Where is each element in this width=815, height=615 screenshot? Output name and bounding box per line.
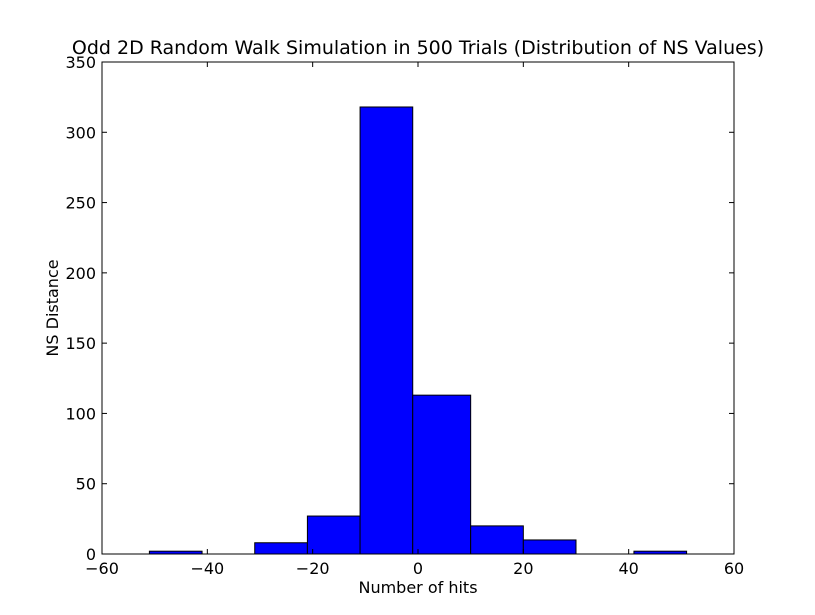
x-tick-label: −20 xyxy=(296,559,330,578)
x-tick-label: 0 xyxy=(413,559,423,578)
bars-layer xyxy=(148,106,688,555)
histogram-bar-4 xyxy=(359,106,414,555)
y-tick-label: 150 xyxy=(65,334,96,353)
y-tick-label: 350 xyxy=(65,53,96,72)
y-tick-label: 0 xyxy=(86,545,96,564)
y-tick-label: 200 xyxy=(65,264,96,283)
histogram-bar-3 xyxy=(306,515,361,555)
x-tick-label: −40 xyxy=(190,559,224,578)
x-tick-label: 60 xyxy=(724,559,744,578)
y-tick-label: 250 xyxy=(65,194,96,213)
histogram-bar-5 xyxy=(412,394,472,555)
chart-title: Odd 2D Random Walk Simulation in 500 Tri… xyxy=(72,37,764,59)
ticks-layer: −60 −40 −20 0 20 40 60 0 50 100 150 200 250 300 350 xyxy=(65,53,744,578)
histogram-bar-6 xyxy=(470,525,524,555)
y-axis-title: NS Distance xyxy=(43,259,62,356)
y-tick-label: 100 xyxy=(65,404,96,423)
x-tick-label: 20 xyxy=(513,559,533,578)
x-axis-title: Number of hits xyxy=(358,578,477,597)
histogram-bar-7 xyxy=(522,539,577,555)
x-tick-label: −60 xyxy=(85,559,119,578)
x-tick-label: 40 xyxy=(618,559,638,578)
y-tick-label: 50 xyxy=(76,475,96,494)
y-tick-label: 300 xyxy=(65,123,96,142)
histogram-bar-2 xyxy=(254,542,308,555)
